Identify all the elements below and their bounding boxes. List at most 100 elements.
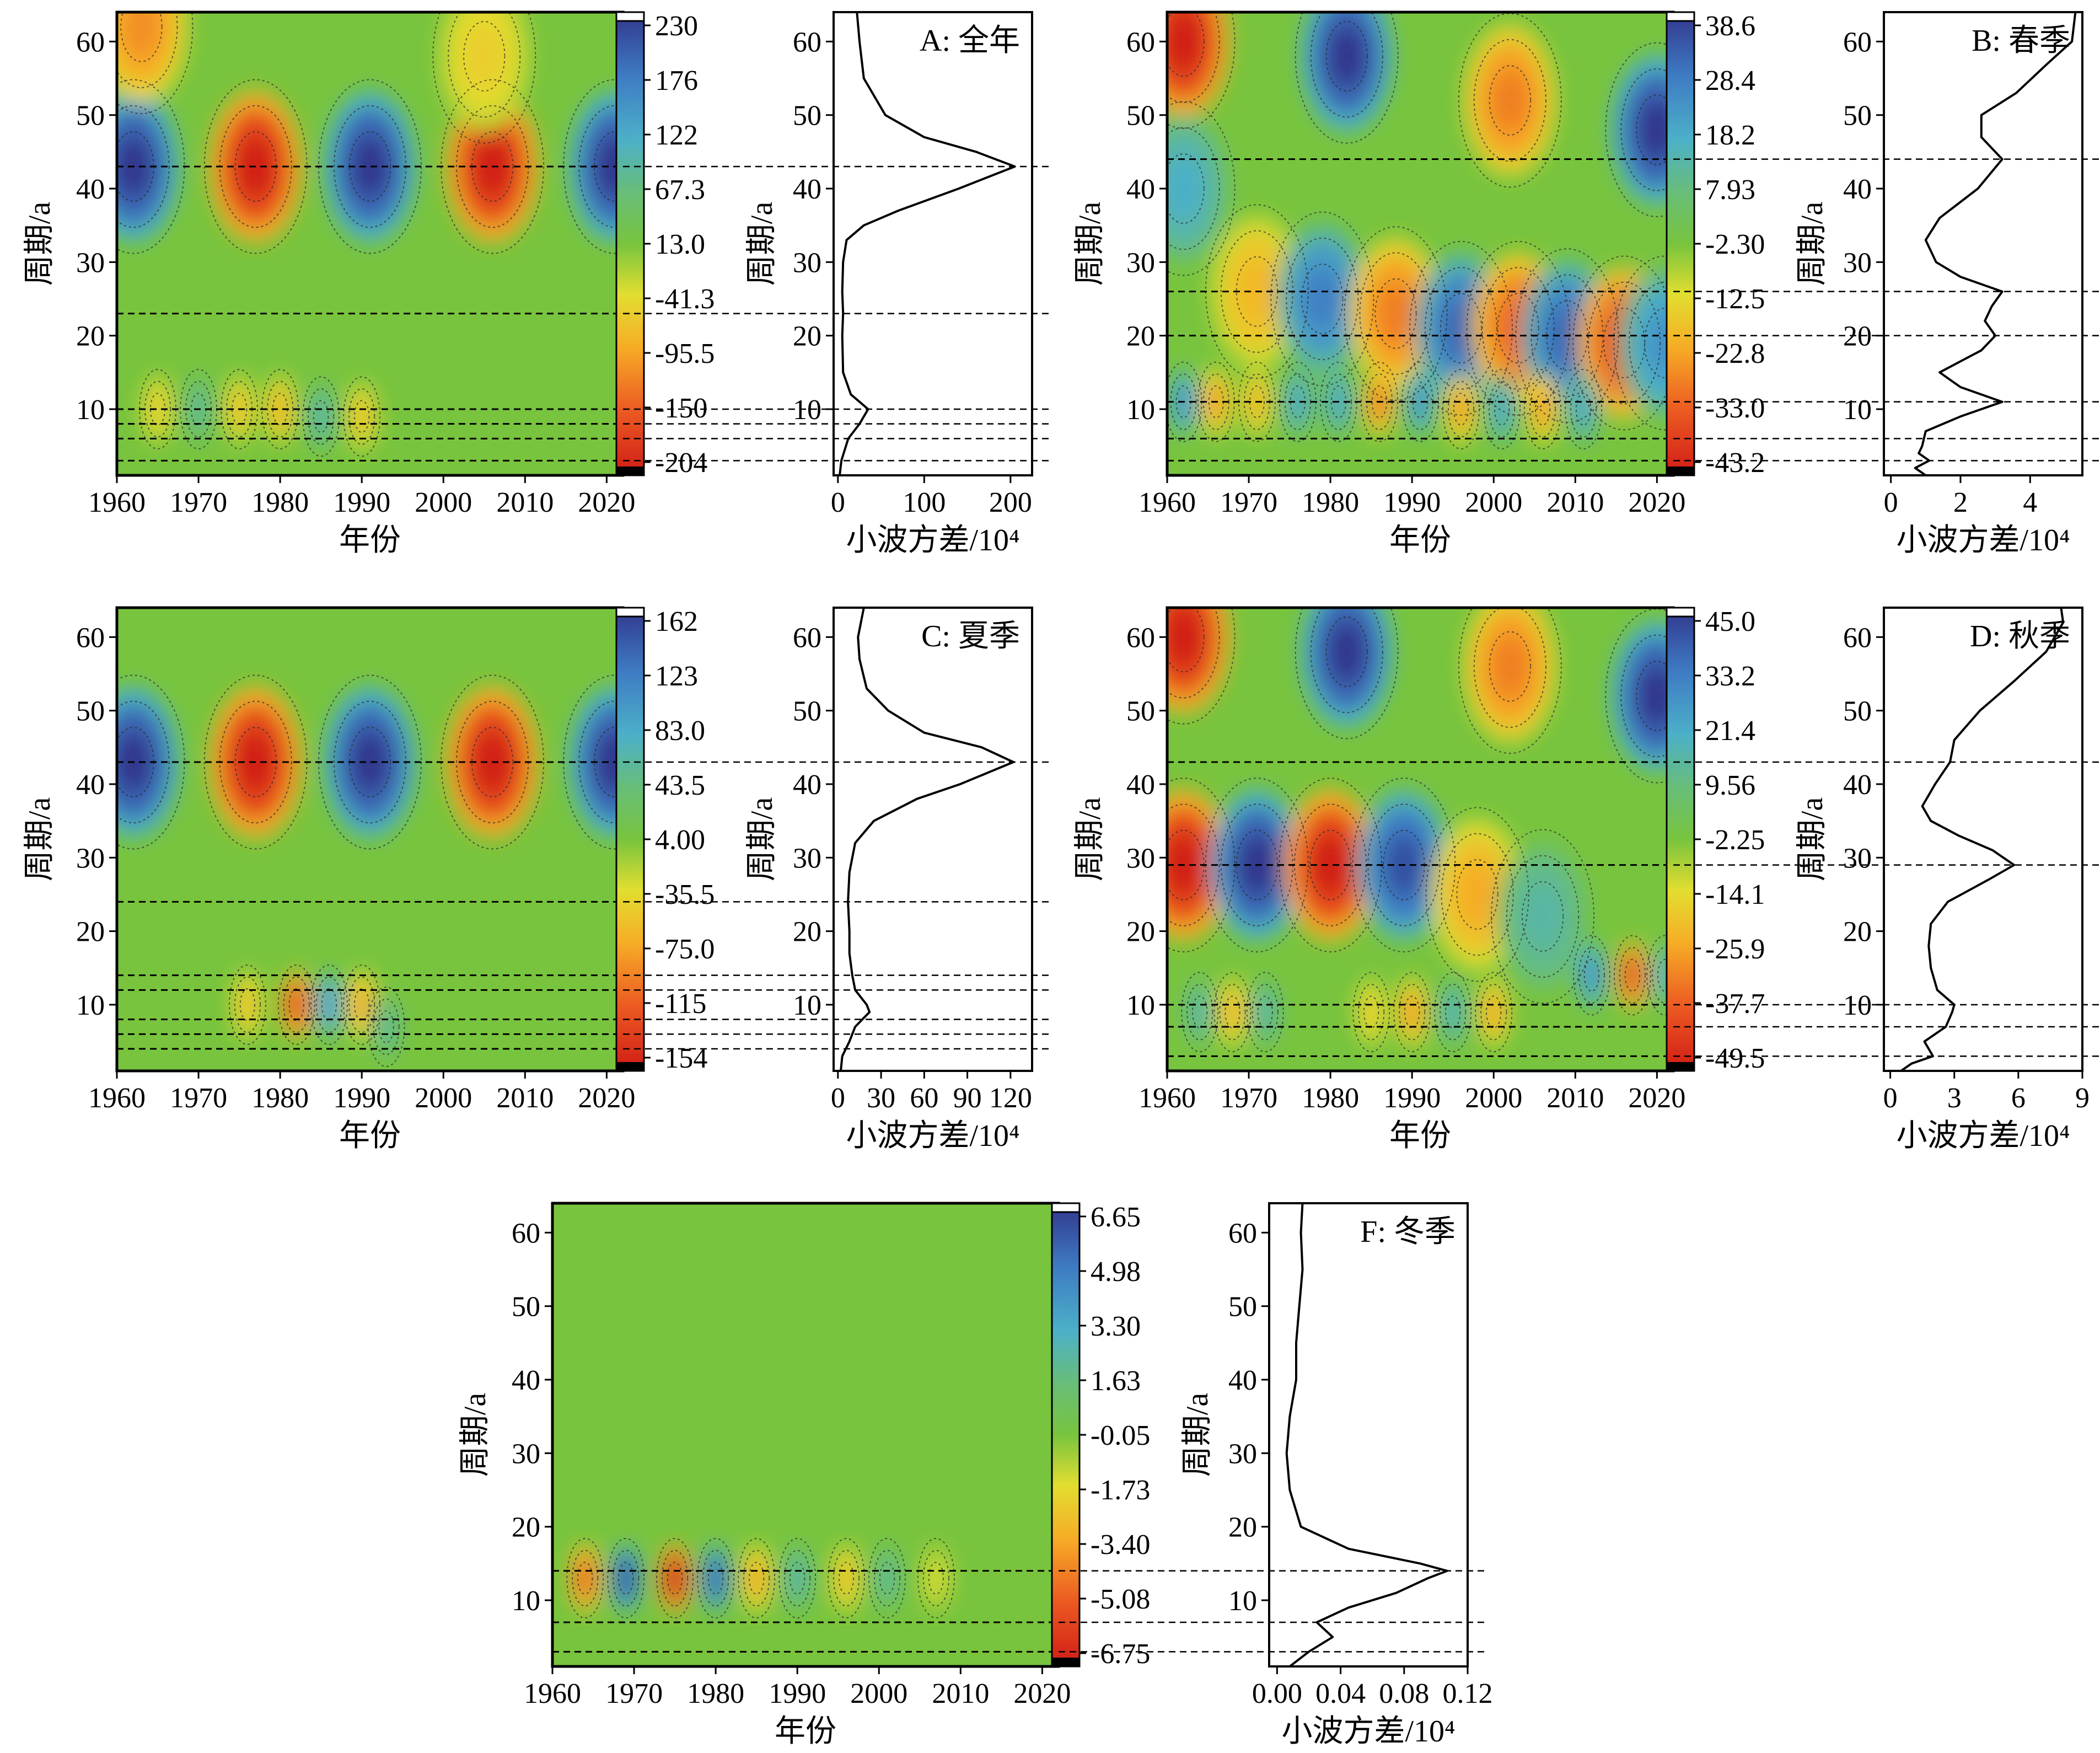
colorbar-label: -6.75 bbox=[1091, 1638, 1150, 1670]
variance-x-tick-label: 0.00 bbox=[1252, 1678, 1302, 1709]
contour-line bbox=[308, 388, 335, 445]
heatmap-cell bbox=[314, 401, 328, 431]
y-tick-label: 50 bbox=[512, 1291, 540, 1323]
x-tick-label: 2010 bbox=[496, 1082, 554, 1114]
variance-x-tick-label: 0 bbox=[1883, 1082, 1898, 1114]
heatmap-cell bbox=[619, 1563, 633, 1593]
variance-x-tick-label: 30 bbox=[867, 1082, 895, 1114]
contour-line bbox=[117, 700, 170, 824]
heatmap-cell bbox=[1226, 997, 1239, 1027]
contour-line bbox=[1295, 608, 1399, 739]
colorbar-label: 123 bbox=[655, 661, 698, 692]
contour-line bbox=[1295, 12, 1399, 144]
contour-line bbox=[1286, 237, 1359, 361]
variance-y-tick-label: 20 bbox=[793, 916, 821, 948]
colorbar-label: 18.2 bbox=[1705, 120, 1755, 151]
y-tick-label: 30 bbox=[1126, 247, 1155, 278]
heatmap-cell bbox=[1491, 634, 1529, 699]
colorbar-label: -2.25 bbox=[1705, 824, 1765, 856]
contour-line bbox=[221, 369, 259, 449]
colorbar-label: 45.0 bbox=[1705, 606, 1755, 637]
variance-frame bbox=[1883, 11, 2083, 476]
colorbar-label: 230 bbox=[655, 10, 698, 42]
heatmap-cell bbox=[1442, 296, 1480, 361]
contour-line bbox=[313, 400, 329, 433]
contour-line bbox=[348, 388, 375, 445]
contour-line bbox=[1466, 240, 1570, 416]
variance-y-tick-label: 40 bbox=[1228, 1365, 1257, 1396]
colorbar-label: 122 bbox=[655, 120, 698, 151]
heatmap-field bbox=[1167, 12, 1673, 475]
contour-line bbox=[667, 1562, 683, 1595]
contour-line bbox=[1534, 393, 1551, 426]
contour-line bbox=[373, 998, 400, 1055]
colorbar-label: 33.2 bbox=[1705, 661, 1755, 692]
heatmap-cell bbox=[1167, 157, 1202, 221]
variance-y-tick-label: 50 bbox=[1228, 1291, 1257, 1323]
heatmap-blobs bbox=[568, 1543, 953, 1613]
y-tick-label: 10 bbox=[76, 394, 105, 426]
panel-title: B: 春季 bbox=[1972, 24, 2070, 58]
contour-line bbox=[656, 1538, 694, 1618]
y-tick-label: 20 bbox=[1126, 321, 1155, 352]
colorbar bbox=[615, 11, 645, 476]
colorbar-label: 13.0 bbox=[655, 229, 705, 260]
x-tick-label: 1960 bbox=[1138, 1082, 1196, 1114]
contour-line bbox=[928, 1562, 944, 1595]
panel-C: 1960 1970 1980 1990 2000 2010 2020102030405060… bbox=[23, 606, 1049, 1153]
contour-line bbox=[833, 1550, 860, 1607]
colorbar-label: -150 bbox=[655, 393, 707, 424]
contour-line bbox=[1167, 803, 1220, 926]
variance-x-tick-label: 6 bbox=[2011, 1082, 2026, 1114]
contour-line bbox=[267, 380, 294, 438]
heatmap-cell bbox=[1328, 620, 1366, 684]
variance-curve bbox=[1914, 12, 2077, 476]
contour-line bbox=[1572, 255, 1673, 431]
contour-line bbox=[1441, 833, 1514, 956]
contour-line bbox=[1572, 935, 1610, 1016]
contour-line bbox=[1325, 21, 1368, 92]
x-tick-label: 2010 bbox=[1546, 1082, 1604, 1114]
y-tick-label: 50 bbox=[1126, 696, 1155, 727]
colorbar-label: -33.0 bbox=[1705, 393, 1765, 424]
variance-x-tick-label: 100 bbox=[903, 487, 946, 518]
contour-line bbox=[1310, 608, 1383, 714]
y-tick-label: 40 bbox=[1126, 769, 1155, 801]
contour-line bbox=[310, 964, 348, 1045]
contour-line bbox=[471, 727, 514, 797]
heatmap-cell bbox=[1167, 12, 1202, 74]
x-tick-label: 1990 bbox=[333, 487, 390, 518]
x-tick-label: 1990 bbox=[769, 1678, 826, 1709]
contour-line bbox=[1309, 829, 1352, 900]
colorbar-top-cap bbox=[1666, 11, 1695, 22]
x-tick-label: 1990 bbox=[1383, 487, 1441, 518]
contour-line bbox=[1167, 127, 1220, 250]
y-tick-label: 60 bbox=[76, 26, 105, 58]
variance-x-tick-label: 0.12 bbox=[1443, 1678, 1493, 1709]
variance-curve bbox=[840, 607, 1015, 1071]
variance-y-tick-label: 10 bbox=[1843, 394, 1872, 426]
y-tick-label: 40 bbox=[512, 1365, 540, 1396]
colorbar-label: 4.98 bbox=[1091, 1256, 1141, 1288]
colorbar-label: 21.4 bbox=[1705, 715, 1755, 747]
heatmap-cell bbox=[1491, 68, 1529, 132]
contour-line bbox=[1363, 995, 1379, 1029]
colorbar-label: -12.5 bbox=[1705, 283, 1765, 315]
contour-line bbox=[1488, 380, 1516, 438]
variance-y-tick-label: 60 bbox=[1228, 1218, 1257, 1249]
x-tick-label: 2010 bbox=[496, 487, 554, 518]
heatmap-cell bbox=[379, 1012, 393, 1042]
contour-line bbox=[917, 1538, 955, 1618]
contour-line bbox=[778, 1538, 817, 1618]
contour-line bbox=[697, 1538, 735, 1618]
heatmap-cell bbox=[122, 12, 160, 59]
variance-x-axis-title: 小波方差/10⁴ bbox=[846, 523, 1019, 557]
x-axis-title: 年份 bbox=[775, 1714, 836, 1749]
heatmap-cell bbox=[1638, 98, 1673, 162]
heatmap-field bbox=[117, 608, 623, 1071]
contour-line bbox=[1249, 385, 1265, 419]
x-tick-label: 1990 bbox=[1383, 1082, 1441, 1114]
heatmap-cell bbox=[1487, 997, 1501, 1027]
y-tick-label: 50 bbox=[76, 100, 105, 132]
y-tick-label: 10 bbox=[1126, 394, 1155, 426]
